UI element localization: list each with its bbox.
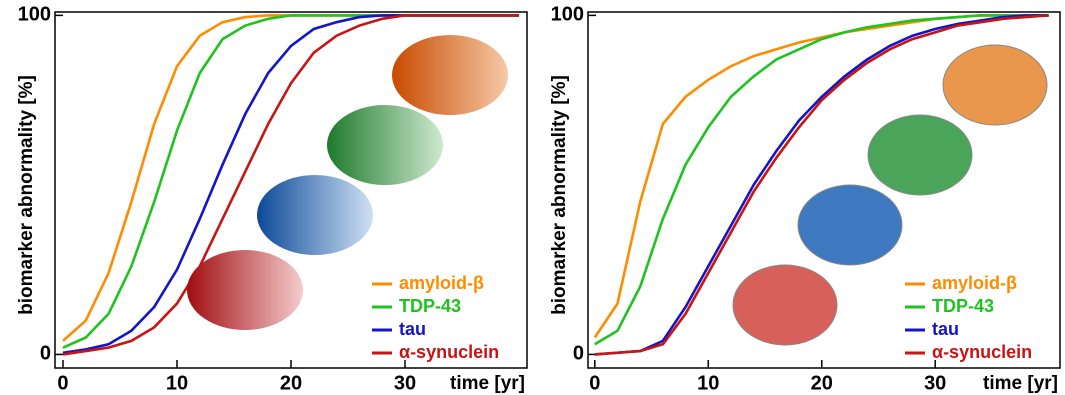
- x-tick-label: 30: [924, 372, 946, 394]
- x-tick-label: 20: [811, 372, 833, 394]
- brain-illustration: [867, 114, 973, 196]
- x-tick-label: 0: [589, 372, 600, 394]
- brain-illustration: [257, 175, 373, 255]
- brain-illustration: [732, 264, 838, 346]
- brain-illustration: [942, 44, 1048, 126]
- x-tick-label: 30: [394, 372, 416, 394]
- legend-label: α-synuclein: [399, 342, 499, 362]
- brain-illustration: [797, 184, 903, 266]
- data-line: [62, 14, 520, 356]
- legend-label: tau: [932, 319, 959, 339]
- plot-frame: [587, 11, 1061, 369]
- y-axis-label: biomarker abnormality [%]: [16, 75, 37, 315]
- y-tick-label: 100: [551, 4, 584, 26]
- brain-illustration: [187, 250, 303, 330]
- legend-label: α-synuclein: [932, 342, 1032, 362]
- y-tick-label: 100: [18, 4, 51, 26]
- x-tick-label: 20: [280, 372, 302, 394]
- brain-illustrations: [187, 35, 1048, 346]
- x-axis-label: time [yr]: [983, 373, 1058, 394]
- data-line: [594, 14, 1049, 356]
- y-tick-label: 0: [40, 343, 51, 365]
- data-line: [594, 14, 1049, 346]
- legend-label: amyloid-β: [932, 273, 1017, 293]
- x-tick-label: 10: [697, 372, 719, 394]
- y-tick-label: 0: [573, 343, 584, 365]
- legend-label: TDP-43: [932, 296, 994, 316]
- brain-illustration: [327, 105, 443, 185]
- legend-label: amyloid-β: [399, 273, 484, 293]
- y-axis-label: biomarker abnormality [%]: [549, 75, 570, 315]
- legend-label: TDP-43: [399, 296, 461, 316]
- x-tick-label: 0: [57, 372, 68, 394]
- x-tick-label: 10: [166, 372, 188, 394]
- brain-illustration: [392, 35, 508, 115]
- data-line: [594, 14, 1049, 356]
- legend-label: tau: [399, 319, 426, 339]
- plot-area: [54, 11, 528, 369]
- x-axis-label: time [yr]: [450, 373, 525, 394]
- plot-area: [587, 11, 1061, 369]
